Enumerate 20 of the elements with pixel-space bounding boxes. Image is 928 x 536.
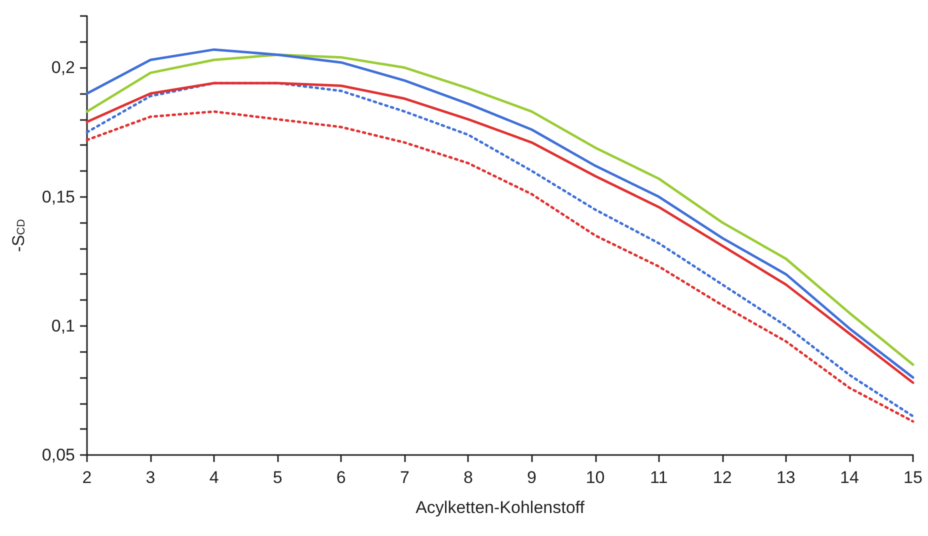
y-tick-label: 0,1 bbox=[51, 316, 75, 336]
x-tick-label: 4 bbox=[209, 468, 219, 487]
x-tick-label: 6 bbox=[336, 468, 346, 487]
x-tick-label: 10 bbox=[586, 468, 605, 487]
y-axis-title: -SCD bbox=[9, 219, 28, 252]
y-tick-label: 0,2 bbox=[51, 58, 75, 78]
x-tick-label: 15 bbox=[904, 468, 922, 487]
y-tick-label: 0,15 bbox=[42, 187, 75, 206]
x-tick-label: 7 bbox=[400, 468, 410, 487]
x-axis-title: Acylketten-Kohlenstoff bbox=[416, 498, 585, 517]
y-tick-label: 0,05 bbox=[42, 446, 75, 464]
x-tick-label: 5 bbox=[272, 468, 282, 487]
x-tick-label: 11 bbox=[650, 468, 668, 487]
x-tick-label: 9 bbox=[527, 468, 537, 487]
x-tick-label: 12 bbox=[712, 468, 732, 487]
x-tick-label: 13 bbox=[776, 468, 796, 487]
x-tick-label: 8 bbox=[463, 468, 473, 487]
x-tick-label: 3 bbox=[146, 468, 156, 487]
x-tick-label: 2 bbox=[82, 468, 92, 487]
x-tick-label: 14 bbox=[840, 468, 859, 487]
